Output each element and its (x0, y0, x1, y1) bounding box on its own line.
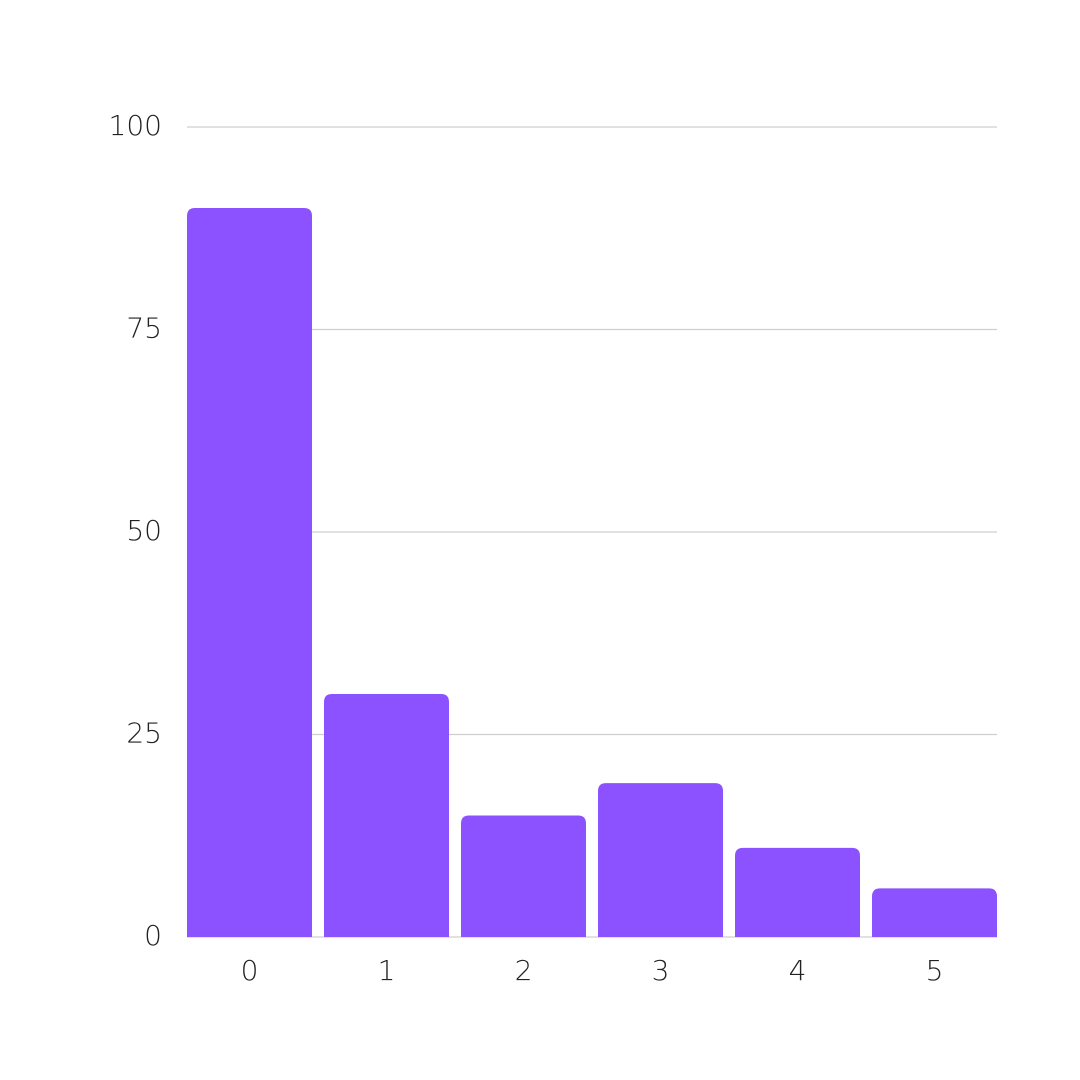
bar (735, 847, 860, 937)
x-tick-label: 4 (789, 954, 807, 987)
x-tick-label: 1 (378, 954, 396, 987)
x-tick-label: 3 (652, 954, 670, 987)
y-tick-label: 100 (109, 109, 162, 142)
x-tick-label: 2 (515, 954, 533, 987)
x-tick-label: 5 (926, 954, 944, 987)
bar (872, 888, 997, 937)
y-tick-label: 50 (126, 514, 162, 547)
y-tick-label: 25 (126, 717, 162, 750)
x-tick-label: 0 (241, 954, 259, 987)
y-tick-label: 0 (144, 919, 162, 952)
bar (187, 208, 312, 937)
bar (324, 694, 449, 937)
bar (598, 783, 723, 937)
bar (461, 815, 586, 937)
y-tick-label: 75 (126, 312, 162, 345)
